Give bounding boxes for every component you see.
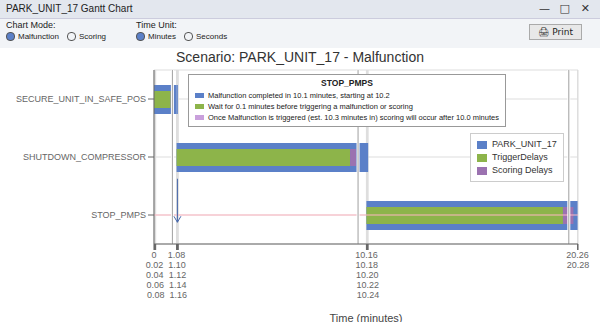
svg-text:20.26: 20.26 bbox=[566, 250, 589, 260]
svg-text:10.16: 10.16 bbox=[355, 250, 378, 260]
html-text:Once Malfunction is triggered: Once Malfunction is triggered (est. 10.3… bbox=[208, 113, 499, 122]
svg-text:1.14: 1.14 bbox=[169, 280, 187, 290]
html-text:Malfunction completed in 10.1: Malfunction completed in 10.1 minutes, s… bbox=[208, 91, 390, 100]
svg-text:Time (minutes): Time (minutes) bbox=[330, 312, 403, 322]
html-text:Malfunction: Malfunction bbox=[18, 32, 59, 41]
html-text:Scoring Delays: Scoring Delays bbox=[492, 165, 553, 175]
html-text:Chart Mode:: Chart Mode: bbox=[6, 20, 56, 30]
html-text:Scenario: PARK_UNIT_17 - Malfu: Scenario: PARK_UNIT_17 - Malfunction bbox=[176, 49, 424, 65]
svg-text:0.04: 0.04 bbox=[146, 270, 164, 280]
svg-text:10.24: 10.24 bbox=[357, 290, 380, 300]
svg-text:0.02: 0.02 bbox=[146, 260, 164, 270]
html-text:TriggerDelays: TriggerDelays bbox=[492, 152, 548, 162]
html-text:STOP_PMPS: STOP_PMPS bbox=[321, 78, 373, 88]
svg-text:0.06: 0.06 bbox=[146, 280, 164, 290]
svg-text:SHUTDOWN_COMPRESSOR: SHUTDOWN_COMPRESSOR bbox=[23, 152, 147, 162]
svg-text:20.28: 20.28 bbox=[567, 260, 590, 270]
html-text:Minutes: Minutes bbox=[148, 32, 176, 41]
svg-text:1.10: 1.10 bbox=[168, 260, 186, 270]
svg-text:10.18: 10.18 bbox=[356, 260, 379, 270]
html-text:PARK_UNIT_17: PARK_UNIT_17 bbox=[492, 139, 557, 149]
svg-text:0.08: 0.08 bbox=[147, 290, 165, 300]
svg-text:10.22: 10.22 bbox=[356, 280, 379, 290]
svg-text:0: 0 bbox=[151, 250, 156, 260]
html-text:Seconds: Seconds bbox=[196, 32, 228, 41]
html-text:Scoring: Scoring bbox=[78, 32, 106, 41]
svg-text:1.16: 1.16 bbox=[169, 290, 187, 300]
html-text:Time Unit:: Time Unit: bbox=[136, 20, 177, 30]
svg-text:1.08: 1.08 bbox=[168, 250, 186, 260]
svg-text:STOP_PMPS: STOP_PMPS bbox=[91, 210, 146, 220]
html-text:PARK_UNIT_17 Gantt Chart: PARK_UNIT_17 Gantt Chart bbox=[6, 3, 133, 14]
html-text:Wait for 0.1 minutes before tr: Wait for 0.1 minutes before triggering a… bbox=[208, 102, 413, 111]
svg-text:SECURE_UNIT_IN_SAFE_POS: SECURE_UNIT_IN_SAFE_POS bbox=[16, 94, 146, 104]
html-text:🖨 Print: 🖨 Print bbox=[538, 27, 573, 37]
svg-text:10.20: 10.20 bbox=[356, 270, 379, 280]
svg-text:1.12: 1.12 bbox=[169, 270, 187, 280]
